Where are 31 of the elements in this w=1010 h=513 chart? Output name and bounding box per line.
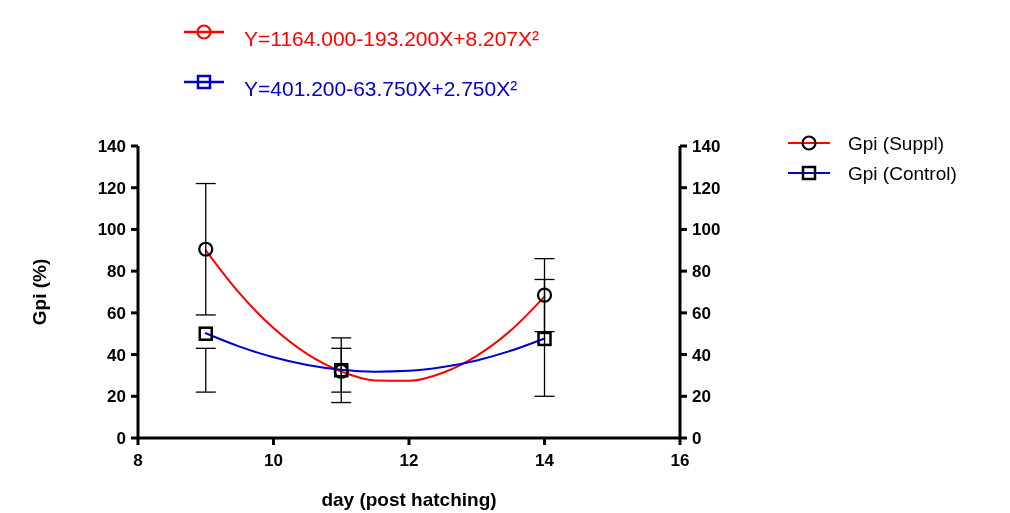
legend-label: Y=1164.000-193.200X+8.207X² [244, 27, 540, 50]
point [536, 287, 553, 303]
legend-label: Gpi (Control) [848, 162, 957, 184]
y2-tick-label: 100 [692, 220, 721, 240]
x-tick-label: 10 [264, 451, 283, 470]
point [198, 241, 214, 257]
y-tick-label: 120 [97, 178, 126, 198]
x-tick-label: 14 [535, 451, 555, 470]
x-tick-label: 8 [133, 451, 143, 470]
y-tick-label: 60 [107, 303, 126, 323]
point [198, 326, 213, 341]
legend-label: Y=401.200-63.750X+2.750X² [244, 77, 518, 100]
y-tick-label: 0 [116, 428, 126, 448]
y-tick-label: 80 [107, 262, 126, 282]
y2-tick-label: 0 [692, 428, 702, 448]
legend-label: Gpi (Suppl) [848, 132, 945, 154]
x-tick-label: 12 [399, 451, 419, 470]
y2-tick-label: 140 [692, 136, 721, 156]
y-tick-label: 40 [107, 345, 126, 365]
y2-tick-label: 60 [692, 303, 711, 323]
y-tick-label: 100 [97, 220, 126, 240]
x-axis-title: day (post hatching) [321, 489, 497, 510]
y2-tick-label: 120 [692, 178, 721, 198]
x-tick-label: 16 [670, 451, 690, 470]
point [537, 331, 552, 347]
y-tick-label: 20 [107, 387, 126, 407]
y-tick-label: 140 [97, 136, 126, 156]
y2-tick-label: 80 [692, 262, 711, 282]
y-axis-title: Gpi (%) [29, 258, 50, 326]
y2-tick-label: 20 [692, 387, 711, 407]
y2-tick-label: 40 [692, 345, 711, 365]
